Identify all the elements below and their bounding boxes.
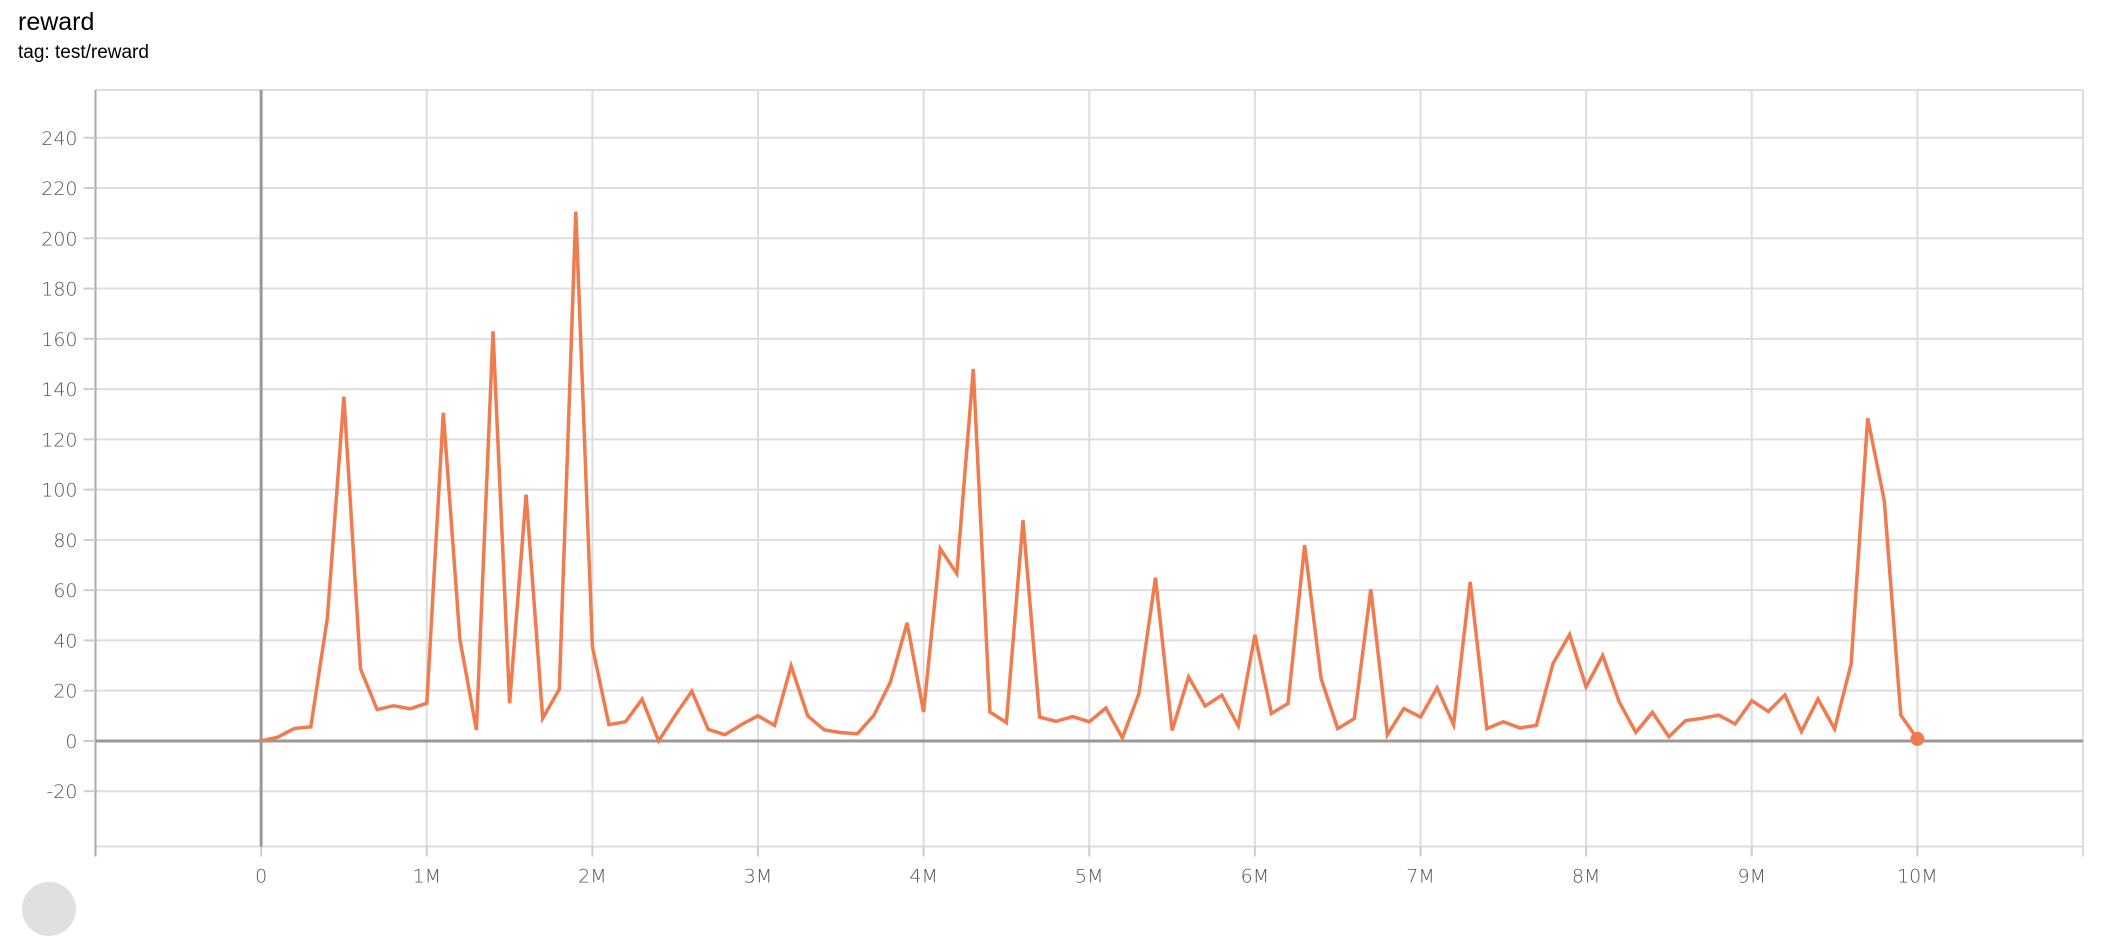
x-tick-label: 1M (413, 866, 441, 888)
y-tick-label: 180 (41, 279, 77, 301)
x-tick-label: 0 (255, 866, 267, 888)
x-tick-label: 10M (1897, 866, 1938, 888)
y-tick-label: 80 (53, 530, 77, 552)
series (260, 211, 1925, 746)
y-tick-label: 220 (41, 178, 77, 200)
series-line (260, 211, 1919, 745)
y-tick-label: 160 (41, 329, 77, 351)
x-tick-label: 9M (1738, 866, 1766, 888)
expand-button[interactable] (22, 882, 76, 936)
last-point-marker (1910, 731, 1925, 746)
chart-title: reward (18, 8, 95, 36)
grid (95, 89, 2084, 857)
y-tick-label: 40 (53, 630, 77, 652)
chart-tag: tag: test/reward (18, 42, 149, 63)
y-tick-label: 120 (41, 429, 77, 451)
y-tick-label: -20 (46, 781, 77, 803)
x-tick-label: 6M (1241, 866, 1269, 888)
x-tick-label: 8M (1572, 866, 1600, 888)
x-tick-label: 2M (578, 866, 606, 888)
x-tick-label: 7M (1406, 866, 1434, 888)
y-tick-label: 100 (41, 480, 77, 502)
x-tick-label: 5M (1075, 866, 1103, 888)
y-tick-label: 200 (41, 228, 77, 250)
x-tick-label: 4M (909, 866, 937, 888)
y-tick-label: 60 (53, 580, 77, 602)
y-tick-label: 20 (53, 681, 77, 703)
y-tick-label: 240 (41, 128, 77, 150)
x-tick-label: 3M (744, 866, 772, 888)
y-tick-label: 0 (65, 731, 77, 753)
y-tick-label: 140 (41, 379, 77, 401)
